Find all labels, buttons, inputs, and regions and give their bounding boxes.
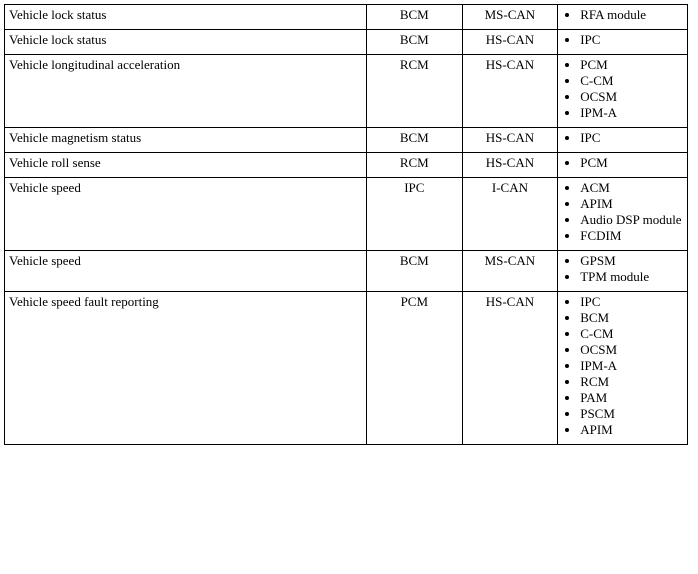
list-item: C-CM — [580, 326, 683, 342]
list-item: IPM-A — [580, 358, 683, 374]
source-cell: IPC — [367, 178, 463, 251]
bus-cell: MS-CAN — [462, 5, 558, 30]
list-item: OCSM — [580, 342, 683, 358]
dest-cell: RFA module — [558, 5, 688, 30]
dest-list: ACM APIM Audio DSP module FCDIM — [562, 180, 683, 244]
list-item: IPC — [580, 130, 683, 146]
bus-cell: HS-CAN — [462, 292, 558, 445]
bus-cell: HS-CAN — [462, 153, 558, 178]
signal-name-cell: Vehicle speed — [5, 178, 367, 251]
list-item: OCSM — [580, 89, 683, 105]
source-cell: BCM — [367, 251, 463, 292]
source-cell: BCM — [367, 5, 463, 30]
list-item: RFA module — [580, 7, 683, 23]
signal-name-cell: Vehicle speed fault reporting — [5, 292, 367, 445]
list-item: PAM — [580, 390, 683, 406]
table-row: Vehicle speed BCM MS-CAN GPSM TPM module — [5, 251, 688, 292]
signal-name-cell: Vehicle lock status — [5, 5, 367, 30]
signal-name-cell: Vehicle roll sense — [5, 153, 367, 178]
list-item: PCM — [580, 155, 683, 171]
signal-name-cell: Vehicle speed — [5, 251, 367, 292]
list-item: IPC — [580, 32, 683, 48]
dest-cell: IPC BCM C-CM OCSM IPM-A RCM PAM PSCM API… — [558, 292, 688, 445]
source-cell: BCM — [367, 128, 463, 153]
dest-list: PCM C-CM OCSM IPM-A — [562, 57, 683, 121]
dest-cell: IPC — [558, 30, 688, 55]
bus-cell: HS-CAN — [462, 55, 558, 128]
list-item: ACM — [580, 180, 683, 196]
signal-name-cell: Vehicle longitudinal acceleration — [5, 55, 367, 128]
list-item: RCM — [580, 374, 683, 390]
dest-list: IPC — [562, 32, 683, 48]
list-item: C-CM — [580, 73, 683, 89]
table-row: Vehicle longitudinal acceleration RCM HS… — [5, 55, 688, 128]
list-item: TPM module — [580, 269, 683, 285]
bus-cell: MS-CAN — [462, 251, 558, 292]
dest-list: RFA module — [562, 7, 683, 23]
dest-cell: PCM — [558, 153, 688, 178]
signal-table: Vehicle lock status BCM MS-CAN RFA modul… — [4, 4, 688, 445]
bus-cell: HS-CAN — [462, 30, 558, 55]
list-item: PSCM — [580, 406, 683, 422]
source-cell: BCM — [367, 30, 463, 55]
dest-cell: IPC — [558, 128, 688, 153]
dest-list: PCM — [562, 155, 683, 171]
list-item: IPC — [580, 294, 683, 310]
signal-name-cell: Vehicle magnetism status — [5, 128, 367, 153]
table-row: Vehicle lock status BCM MS-CAN RFA modul… — [5, 5, 688, 30]
list-item: FCDIM — [580, 228, 683, 244]
dest-cell: ACM APIM Audio DSP module FCDIM — [558, 178, 688, 251]
dest-cell: PCM C-CM OCSM IPM-A — [558, 55, 688, 128]
list-item: BCM — [580, 310, 683, 326]
dest-list: GPSM TPM module — [562, 253, 683, 285]
list-item: IPM-A — [580, 105, 683, 121]
list-item: APIM — [580, 196, 683, 212]
bus-cell: I-CAN — [462, 178, 558, 251]
dest-list: IPC — [562, 130, 683, 146]
table-row: Vehicle lock status BCM HS-CAN IPC — [5, 30, 688, 55]
list-item: APIM — [580, 422, 683, 438]
source-cell: RCM — [367, 55, 463, 128]
list-item: GPSM — [580, 253, 683, 269]
table-row: Vehicle roll sense RCM HS-CAN PCM — [5, 153, 688, 178]
dest-cell: GPSM TPM module — [558, 251, 688, 292]
table-row: Vehicle speed IPC I-CAN ACM APIM Audio D… — [5, 178, 688, 251]
signal-table-body: Vehicle lock status BCM MS-CAN RFA modul… — [5, 5, 688, 445]
dest-list: IPC BCM C-CM OCSM IPM-A RCM PAM PSCM API… — [562, 294, 683, 438]
table-row: Vehicle magnetism status BCM HS-CAN IPC — [5, 128, 688, 153]
source-cell: RCM — [367, 153, 463, 178]
list-item: PCM — [580, 57, 683, 73]
list-item: Audio DSP module — [580, 212, 683, 228]
table-row: Vehicle speed fault reporting PCM HS-CAN… — [5, 292, 688, 445]
source-cell: PCM — [367, 292, 463, 445]
bus-cell: HS-CAN — [462, 128, 558, 153]
signal-name-cell: Vehicle lock status — [5, 30, 367, 55]
